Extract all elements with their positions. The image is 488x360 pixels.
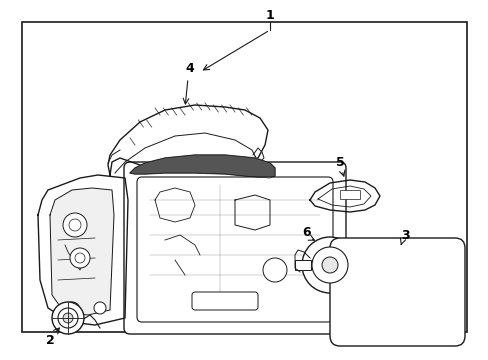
Text: 5: 5	[335, 156, 344, 168]
Circle shape	[69, 219, 81, 231]
Circle shape	[52, 302, 84, 334]
Bar	[294, 260, 310, 270]
FancyBboxPatch shape	[137, 177, 332, 322]
Text: 6: 6	[302, 225, 311, 239]
Text: 3: 3	[400, 229, 408, 242]
Circle shape	[311, 247, 347, 283]
Circle shape	[302, 237, 357, 293]
Polygon shape	[130, 155, 274, 178]
Polygon shape	[50, 188, 114, 315]
Circle shape	[63, 213, 87, 237]
Circle shape	[63, 313, 73, 323]
Text: 1: 1	[265, 9, 274, 22]
Circle shape	[75, 253, 85, 263]
Circle shape	[263, 258, 286, 282]
FancyBboxPatch shape	[124, 162, 346, 334]
Circle shape	[94, 302, 106, 314]
Circle shape	[64, 302, 80, 318]
Bar	[339, 190, 359, 199]
Circle shape	[321, 257, 337, 273]
FancyBboxPatch shape	[329, 238, 464, 346]
Text: 2: 2	[45, 333, 54, 346]
FancyBboxPatch shape	[192, 292, 258, 310]
Text: 4: 4	[185, 62, 194, 75]
Bar	[22, 22, 466, 332]
Circle shape	[58, 308, 78, 328]
Circle shape	[70, 248, 90, 268]
